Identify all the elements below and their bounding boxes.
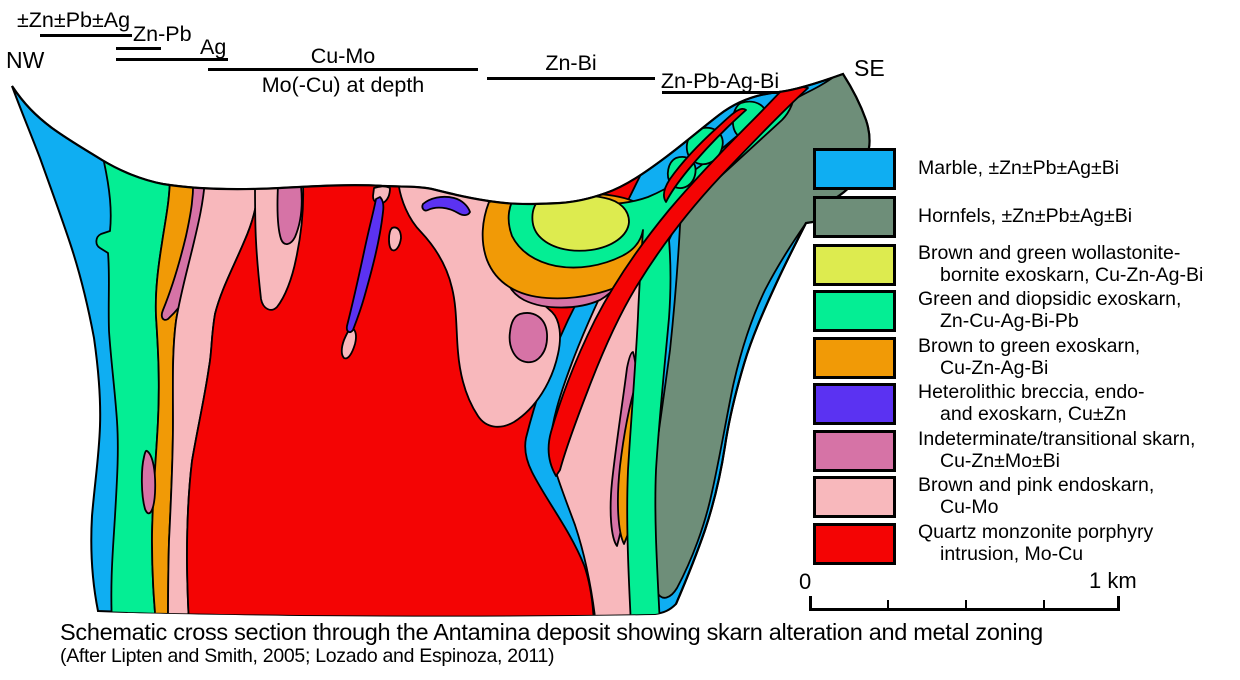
zone-porphyry-dike-branch <box>663 107 747 203</box>
legend-item-hornfels: Hornfels, ±Zn±Pb±Ag±Bi <box>813 196 1132 238</box>
zone-label-ag: Ag <box>200 35 227 59</box>
legend-item-porphyry: Quartz monzonite porphyry intrusion, Mo-… <box>813 521 1154 565</box>
zone-transitional-hook <box>276 184 303 245</box>
legend-swatch-porphyry <box>813 522 896 565</box>
zone-extent-bar-5 <box>487 77 655 80</box>
zone-breccia-dike <box>345 196 385 333</box>
legend-item-endoskarn: Brown and pink endoskarn, Cu-Mo <box>813 474 1155 518</box>
legend-label: Marble, ±Zn±Pb±Ag±Bi <box>918 157 1120 180</box>
direction-se-label: SE <box>854 55 885 81</box>
legend-item-transitional: Indeterminate/transitional skarn, Cu-Zn±… <box>813 428 1196 472</box>
zone-label-cu-mo: Cu-Mo <box>310 44 376 68</box>
zone-porphyry-dike <box>547 83 809 477</box>
zone-extent-bar-2 <box>116 47 161 50</box>
zone-extent-bar-4 <box>208 68 478 71</box>
zone-label-zn-pb-ag-bi: Zn-Pb-Ag-Bi <box>660 69 780 93</box>
scale-bar-tick <box>887 600 889 609</box>
legend-label: Brown and green wollastonite- <box>918 242 1181 264</box>
zone-transitional-left-pod <box>140 449 157 515</box>
scale-bar-tick <box>1043 600 1045 609</box>
zone-transitional-center-blob <box>508 312 548 364</box>
zone-extent-bar-1 <box>40 34 132 37</box>
legend-label: Indeterminate/transitional skarn, <box>918 428 1196 450</box>
legend-swatch-endoskarn <box>813 475 896 518</box>
zone-label-zn-pb-ag: ±Zn±Pb±Ag <box>17 8 131 32</box>
legend-label-line2: Cu-Mo <box>940 495 999 518</box>
figure-caption: Schematic cross section through the Anta… <box>60 619 1043 645</box>
legend-swatch-breccia <box>813 382 896 425</box>
legend-swatch-hornfels <box>813 196 896 238</box>
legend: Marble, ±Zn±Pb±Ag±Bi Hornfels, ±Zn±Pb±Ag… <box>813 148 1240 568</box>
zone-endoskarn-dike-tail <box>340 327 357 360</box>
legend-swatch-diopsidic <box>813 289 896 332</box>
direction-nw-label: NW <box>6 47 45 73</box>
zone-extent-bar-3 <box>116 58 228 61</box>
legend-label-line2: intrusion, Mo-Cu <box>940 542 1084 565</box>
legend-item-marble: Marble, ±Zn±Pb±Ag±Bi <box>813 148 1119 190</box>
scale-bar <box>809 608 1120 611</box>
legend-label-line2: bornite exoskarn, Cu-Zn-Ag-Bi <box>940 263 1204 286</box>
legend-item-breccia: Heterolithic breccia, endo- and exoskarn… <box>813 381 1145 425</box>
zone-endoskarn-small-lens <box>388 226 402 252</box>
zone-label-zn-pb: Zn-Pb <box>133 22 192 46</box>
legend-label-line2: Zn-Cu-Ag-Bi-Pb <box>940 309 1079 332</box>
zone-label-mo-cu-depth: Mo(-Cu) at depth <box>261 73 425 97</box>
legend-swatch-brown-green-exoskarn <box>813 336 896 379</box>
legend-swatch-transitional <box>813 429 896 472</box>
figure-caption-source: (After Lipten and Smith, 2005; Lozado an… <box>60 645 555 667</box>
scale-bar-tick <box>1117 596 1120 609</box>
legend-label: Brown to green exoskarn, <box>918 335 1141 357</box>
scale-bar-tick <box>809 596 812 609</box>
legend-swatch-marble <box>813 148 896 190</box>
legend-label-line2: and exoskarn, Cu±Zn <box>940 402 1127 425</box>
zone-label-zn-bi: Zn-Bi <box>545 51 597 75</box>
legend-label: Brown and pink endoskarn, <box>918 474 1155 496</box>
legend-swatch-wollastonite <box>813 243 896 286</box>
zone-breccia-arc <box>421 195 471 217</box>
legend-item-diopsidic: Green and diopsidic exoskarn, Zn-Cu-Ag-B… <box>813 288 1182 332</box>
legend-label: Green and diopsidic exoskarn, <box>918 288 1182 310</box>
legend-label: Heterolithic breccia, endo- <box>918 381 1145 403</box>
legend-item-brown-green-exoskarn: Brown to green exoskarn, Cu-Zn-Ag-Bi <box>813 335 1141 379</box>
legend-label-line2: Cu-Zn±Mo±Bi <box>940 449 1061 472</box>
legend-label-line2: Cu-Zn-Ag-Bi <box>940 356 1049 379</box>
legend-label: Quartz monzonite porphyry <box>918 521 1154 543</box>
scale-bar-zero-label: 0 <box>799 569 812 594</box>
scale-bar-km-label: 1 km <box>1089 568 1137 593</box>
zone-extent-bar-6 <box>662 91 778 94</box>
scale-bar-tick <box>965 600 967 609</box>
section-outline <box>11 72 871 605</box>
legend-item-wollastonite: Brown and green wollastonite- bornite ex… <box>813 242 1204 286</box>
legend-label: Hornfels, ±Zn±Pb±Ag±Bi <box>918 205 1133 228</box>
